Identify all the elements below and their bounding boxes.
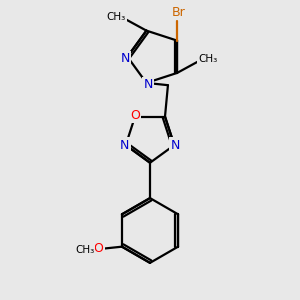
Text: N: N xyxy=(144,78,153,92)
Text: CH₃: CH₃ xyxy=(106,12,126,22)
Text: O: O xyxy=(94,242,103,255)
Text: N: N xyxy=(121,52,130,65)
Text: O: O xyxy=(130,109,140,122)
Text: CH₃: CH₃ xyxy=(198,54,217,64)
Text: CH₃: CH₃ xyxy=(75,244,94,255)
Text: N: N xyxy=(171,139,180,152)
Text: Br: Br xyxy=(172,6,186,19)
Text: N: N xyxy=(120,139,129,152)
